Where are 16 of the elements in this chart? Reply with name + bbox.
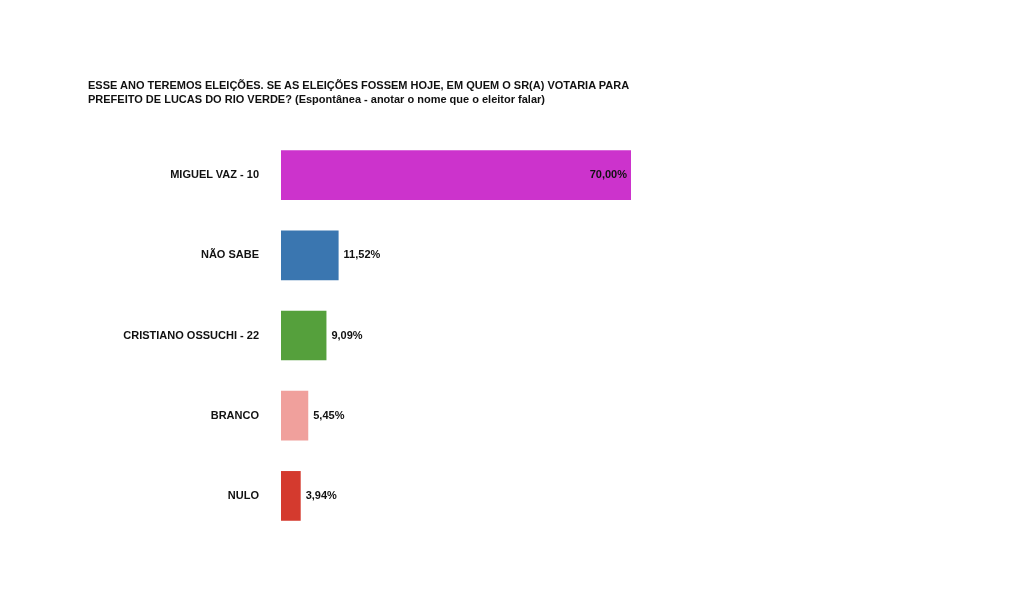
y-tick-label: MIGUEL VAZ - 10 (170, 168, 259, 181)
bar (281, 230, 339, 281)
bar (281, 150, 631, 200)
chart-title: ESSE ANO TEREMOS ELEIÇÕES. SE AS ELEIÇÕES FOSSEM HOJE, EM QUEM O SR(A) VOTARIA PARA PREFEITO DE LUCAS DO RIO VERDE? (Espontânea - anotar o nome que o eleitor falar) (88, 78, 630, 106)
data-label: 3,94% (305, 488, 338, 501)
y-tick-label: CRISTIANO OSSUCHI - 22 (123, 328, 259, 341)
y-tick-label: NÃO SABE (200, 248, 259, 261)
data-label: 5,45% (313, 408, 345, 421)
bar (281, 310, 327, 361)
bar (281, 471, 301, 521)
y-tick-label: NULO (227, 488, 260, 501)
data-label: 70,00% (589, 168, 628, 181)
bar (281, 390, 309, 441)
data-label: 9,09% (331, 328, 363, 341)
data-label: 11,52% (343, 248, 381, 261)
y-tick-label: BRANCO (210, 408, 260, 421)
